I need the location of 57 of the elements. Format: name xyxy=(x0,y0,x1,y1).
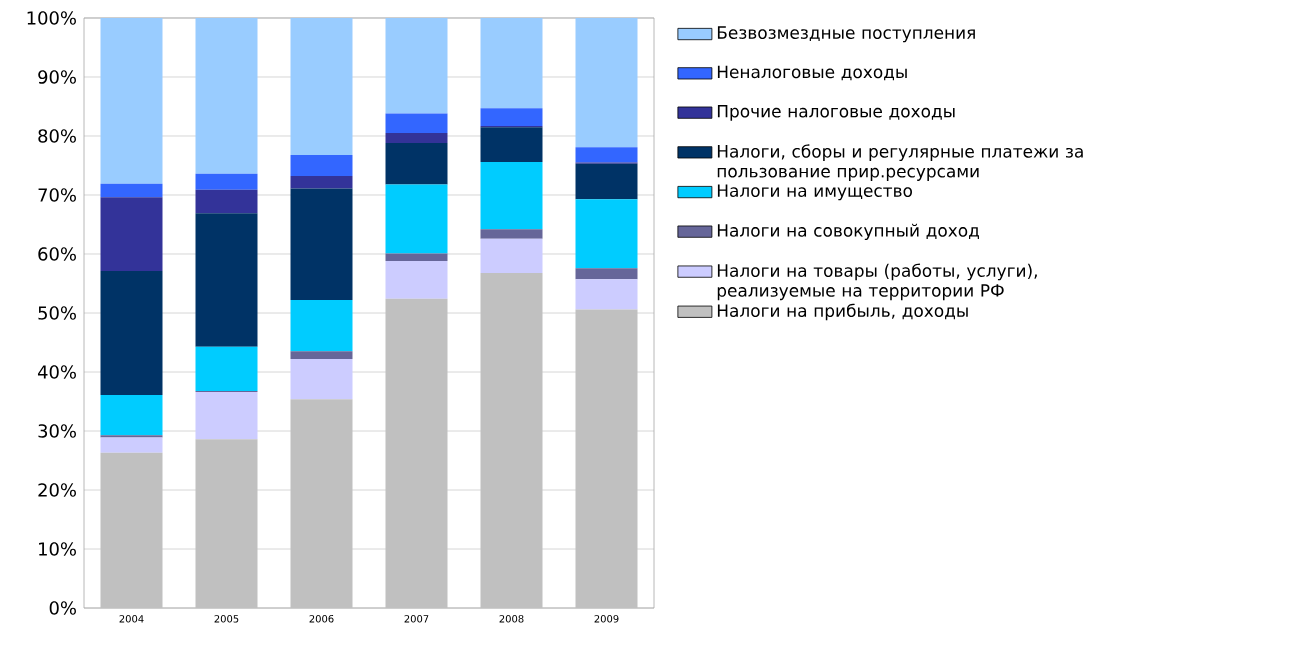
bar xyxy=(385,184,448,254)
y-tick-label: 90% xyxy=(38,70,76,84)
bar xyxy=(195,346,258,391)
bar xyxy=(100,271,163,396)
y-tick-label: 60% xyxy=(38,247,76,261)
y-tick-label: 50% xyxy=(38,306,76,320)
bar xyxy=(290,176,353,189)
bar xyxy=(290,359,353,400)
bar xyxy=(575,163,638,200)
bar xyxy=(480,17,543,109)
bar xyxy=(385,261,448,299)
bar xyxy=(290,351,353,360)
bar xyxy=(195,189,258,214)
bar xyxy=(575,17,638,148)
y-tick-label: 30% xyxy=(38,424,76,438)
bar xyxy=(385,143,448,185)
bar xyxy=(100,183,163,198)
bar xyxy=(480,238,543,273)
bar xyxy=(575,147,638,163)
y-tick-label: 10% xyxy=(39,542,76,556)
bar xyxy=(480,161,543,230)
bar xyxy=(100,395,163,436)
bar xyxy=(195,392,258,440)
bar xyxy=(290,17,353,155)
y-tick-label: 70% xyxy=(38,188,76,202)
bar xyxy=(385,133,448,144)
bar xyxy=(290,154,353,177)
bar xyxy=(480,229,543,239)
bar xyxy=(290,300,353,352)
bar xyxy=(480,127,543,162)
bar xyxy=(100,437,163,453)
bar xyxy=(575,199,638,269)
y-tick-label: 40% xyxy=(37,365,76,379)
legend-label: Налоги, сборы и регулярные платежи за пользование прир.ресурсами xyxy=(717,144,1083,181)
bar xyxy=(385,17,448,114)
bar xyxy=(195,17,258,174)
legend-label: Безвозмездные поступления xyxy=(717,26,975,43)
legend-label: Неналоговые доходы xyxy=(717,65,907,81)
bar xyxy=(290,188,353,301)
bar xyxy=(385,113,448,134)
bar xyxy=(195,213,258,347)
bar xyxy=(575,279,638,310)
y-tick-label: 20% xyxy=(38,483,76,497)
bar xyxy=(480,108,543,126)
legend-label: Налоги на товары (работы, услуги), реализуемые на территории РФ xyxy=(717,263,1037,301)
bar xyxy=(385,253,448,262)
legend-label: Налоги на имущество xyxy=(717,184,912,201)
bar xyxy=(575,268,638,280)
bar xyxy=(100,17,163,184)
bar xyxy=(195,173,258,190)
legend-label: Прочие налоговые доходы xyxy=(717,104,955,121)
bar xyxy=(100,197,163,272)
legend-label: Налоги на прибыль, доходы xyxy=(717,303,968,321)
y-tick-label: 100% xyxy=(27,11,76,25)
y-tick-label: 0% xyxy=(49,601,76,615)
y-tick-label: 80% xyxy=(38,129,76,143)
legend-label: Налоги на совокупный доход xyxy=(717,223,979,241)
